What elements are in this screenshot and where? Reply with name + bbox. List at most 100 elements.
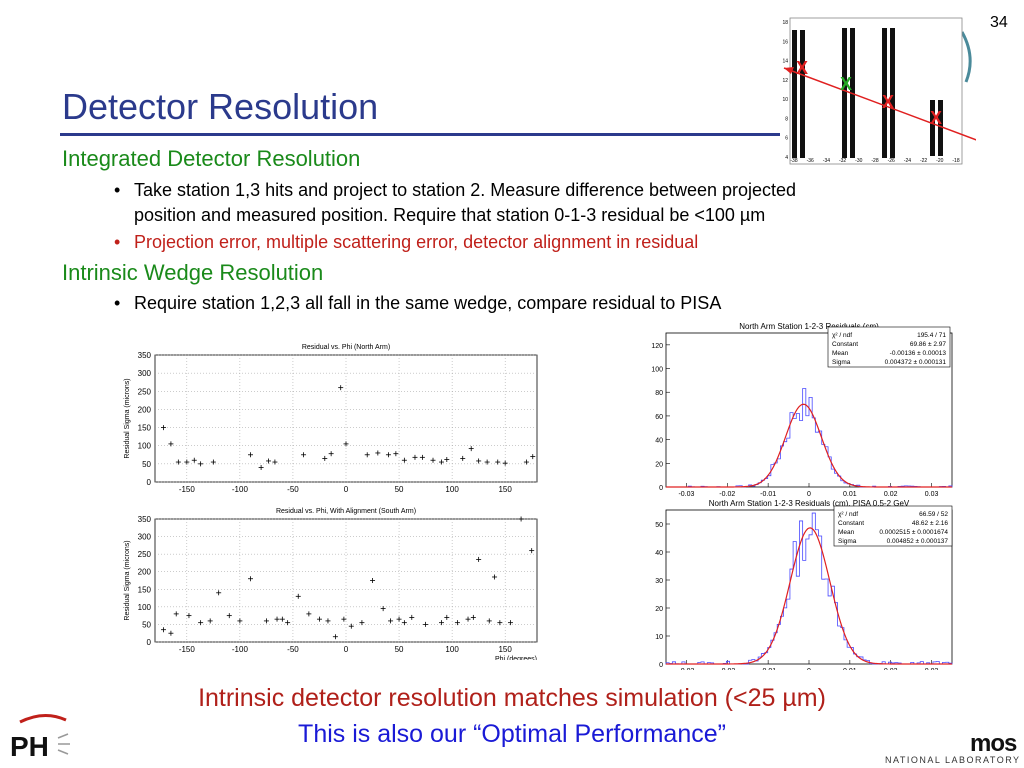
bullet-same-wedge: • Require station 1,2,3 all fall in the … (114, 291, 994, 316)
xtick-label: 0 (344, 485, 349, 494)
ytick-label: 50 (142, 460, 151, 469)
hist-north-pisa: North Arm Station 1-2-3 Residuals (cm), … (655, 499, 953, 670)
xtick-label: -0.03 (678, 668, 694, 670)
data-point (507, 620, 513, 626)
data-point (301, 452, 307, 458)
data-point (191, 457, 197, 463)
data-point (248, 452, 253, 458)
data-point (364, 452, 370, 458)
detector-station-bar (842, 28, 847, 158)
diagram-ytick: 4 (785, 155, 788, 161)
diagram-ytick: 14 (782, 59, 788, 65)
data-point (184, 459, 190, 465)
ytick-label: 30 (655, 578, 663, 585)
data-point (412, 454, 418, 460)
stats-label: Sigma (838, 538, 857, 545)
stats-label: χ² / ndf (832, 332, 852, 339)
stats-value: 195.4 / 71 (917, 332, 946, 339)
data-point (393, 451, 399, 457)
bullet-line: position and measured position. Require … (134, 205, 766, 225)
ytick-label: 10 (655, 634, 663, 641)
data-point (160, 627, 166, 633)
lab-logo-mark: mos (970, 730, 1017, 757)
hist-north-data: North Arm Station 1-2-3 Residuals (cm) 0 2… (651, 322, 953, 498)
hit-marker-icon: X (796, 58, 808, 78)
data-point (186, 613, 192, 619)
section-heading-integrated: Integrated Detector Resolution (62, 146, 361, 171)
ytick-label: 100 (138, 442, 152, 451)
data-point (306, 611, 312, 617)
data-point (470, 614, 476, 620)
data-point (173, 611, 179, 617)
xtick-label: 0 (344, 645, 349, 654)
xtick-label: 0.03 (925, 491, 939, 498)
hit-marker-icon: X (930, 108, 942, 128)
ytick-label: 350 (138, 351, 152, 360)
ytick-label: 100 (651, 367, 663, 374)
bullet-line: Projection error, multiple scattering er… (134, 232, 699, 252)
x-axis-label: Phi (degrees) (495, 656, 537, 660)
data-point (274, 616, 280, 622)
data-point (285, 620, 291, 626)
data-point (210, 459, 216, 465)
stats-label: Sigma (832, 359, 851, 366)
data-point (160, 425, 166, 431)
data-point (175, 459, 181, 465)
stats-value: 0.004372 ± 0.000131 (885, 359, 947, 366)
y-axis-label: Residual Sigma (microns) (124, 540, 131, 620)
data-point (207, 618, 213, 624)
ytick-label: 0 (659, 485, 663, 492)
detector-station-bar (890, 28, 895, 158)
detector-station-bar (882, 28, 887, 158)
xtick-label: 50 (395, 485, 404, 494)
xtick-label: 0 (807, 668, 811, 670)
track-arrow-icon (784, 67, 794, 74)
stats-label: Constant (832, 341, 858, 348)
xtick-label: 0.02 (884, 491, 898, 498)
data-point (492, 574, 498, 580)
chart-title: Residual vs. Phi (North Arm) (302, 344, 390, 351)
data-point (359, 620, 365, 626)
data-point (248, 576, 253, 582)
data-point (343, 441, 349, 447)
stats-label: Mean (832, 350, 849, 357)
ytick-label: 50 (142, 620, 151, 629)
xtick-label: 0 (807, 491, 811, 498)
xtick-label: -0.03 (678, 491, 694, 498)
detector-station-bar (800, 30, 805, 158)
diagram-xtick: -22 (920, 158, 927, 164)
section-heading-intrinsic: Intrinsic Wedge Resolution (62, 260, 324, 285)
data-point (439, 459, 444, 465)
diagram-ytick: 16 (782, 39, 788, 45)
title-rule (60, 133, 780, 136)
diagram-xtick: -36 (807, 158, 814, 164)
ytick-label: 350 (138, 515, 152, 524)
data-point (460, 455, 466, 461)
xtick-label: -150 (179, 645, 196, 654)
xtick-label: 150 (498, 645, 512, 654)
data-point (272, 459, 278, 465)
ytick-label: 200 (138, 568, 152, 577)
chart-title: Residual vs. Phi, With Alignment (South … (276, 508, 416, 515)
data-point (444, 614, 450, 620)
gaussian-fit-curve (666, 403, 952, 488)
data-point (168, 630, 174, 636)
page-number: 34 (990, 14, 1008, 31)
data-point (375, 450, 381, 456)
xtick-label: -0.02 (719, 491, 735, 498)
bullet-line: Take station 1,3 hits and project to sta… (134, 180, 797, 200)
ytick-label: 60 (655, 414, 663, 421)
data-point (401, 620, 407, 626)
data-point (419, 454, 425, 460)
ytick-label: 150 (138, 424, 152, 433)
stats-value: 48.62 ± 2.16 (912, 520, 948, 527)
diagram-ytick: 12 (782, 78, 788, 84)
diagram-xtick: -34 (823, 158, 830, 164)
data-point (468, 446, 474, 452)
data-point (465, 616, 471, 622)
y-axis-label: Residual Sigma (microns) (124, 378, 131, 458)
slide-title: Detector Resolution (62, 86, 379, 127)
diagram-xtick: -20 (936, 158, 943, 164)
stats-label: Mean (838, 529, 855, 536)
bullet-line: Require station 1,2,3 all fall in the sa… (134, 293, 722, 313)
